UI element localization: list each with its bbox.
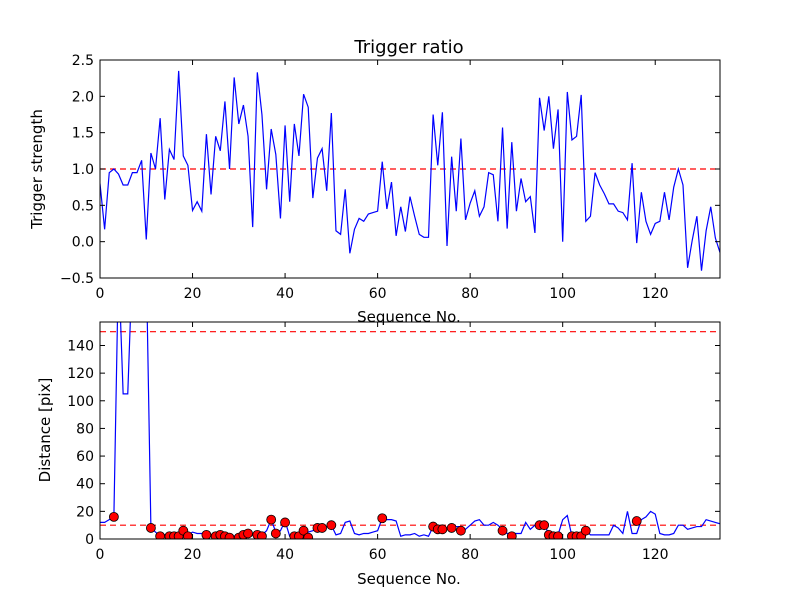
bottom-point-28 [377, 513, 388, 524]
bottom-y-tick-label: 80 [76, 421, 94, 437]
top-y-tick-label: 0.5 [72, 198, 94, 214]
top-y-tick-label: 1.0 [72, 162, 94, 178]
bottom-point-34 [497, 525, 508, 536]
bottom-point-0 [108, 511, 119, 522]
top-x-axis-label: Sequence No. [357, 308, 461, 326]
bottom-point-17 [257, 531, 267, 539]
bottom-y-tick-label: 60 [76, 449, 94, 465]
bottom-x-tick-label: 80 [461, 547, 479, 563]
bottom-axes-frame [99, 321, 721, 540]
top-chart-title: Trigger ratio [353, 37, 463, 58]
bottom-point-20 [280, 517, 290, 528]
bottom-x-tick-label: 0 [96, 547, 105, 563]
bottom-y-tick-label: 20 [76, 504, 94, 520]
bottom-point-45 [631, 516, 642, 526]
top-y-tick-label: 1.5 [72, 126, 94, 142]
top-y-tick-label: 0.0 [72, 235, 94, 251]
bottom-point-44 [580, 525, 591, 536]
bottom-y-tick-label: 120 [67, 366, 94, 382]
bottom-point-15 [243, 528, 253, 539]
bottom-y-tick-label: 40 [76, 477, 94, 493]
top-y-tick-label: 2.5 [72, 53, 94, 69]
bottom-y-tick-label: 0 [85, 532, 94, 548]
bottom-point-37 [539, 520, 550, 531]
bottom-point-8 [201, 529, 212, 539]
top-x-tick-label: 80 [461, 286, 479, 302]
bottom-point-27 [326, 520, 337, 531]
top-x-tick-label: 60 [369, 286, 387, 302]
top-y-axis-label: Trigger strength [28, 109, 46, 230]
bottom-point-1 [145, 523, 156, 533]
top-plot-area: 0 20 40 60 80 100 120 −0.5 0.0 0.5 1.0 1.5 2.0 2.5 [60, 53, 721, 302]
bottom-x-axis-label: Sequence No. [357, 570, 461, 588]
top-x-tick-label: 0 [96, 286, 105, 302]
top-x-tick-label: 120 [642, 286, 669, 302]
bottom-point-19 [270, 528, 281, 539]
bottom-y-tick-label: 140 [67, 338, 94, 354]
top-x-tick-label: 100 [549, 286, 576, 302]
bottom-plot-area: 0 20 40 60 80 100 120 0 20 40 60 80 100 120 140 [67, 321, 721, 563]
top-series-line-0 [100, 70, 720, 271]
top-y-tick-label: 2.0 [72, 89, 94, 105]
bottom-x-tick-label: 60 [369, 547, 387, 563]
bottom-point-26 [317, 523, 327, 533]
bottom-x-tick-label: 20 [184, 547, 202, 563]
bottom-point-23 [298, 525, 309, 536]
top-x-tick-label: 40 [276, 286, 294, 302]
bottom-chart: 0 20 40 60 80 100 120 0 20 40 60 80 100 120 140 Sequen… [36, 321, 721, 588]
top-x-tick-label: 20 [184, 286, 202, 302]
bottom-point-24 [303, 532, 314, 539]
top-series-group [100, 70, 720, 271]
bottom-point-33 [455, 525, 466, 536]
bottom-y-axis-label: Distance [pix] [36, 378, 54, 483]
bottom-point-35 [506, 531, 517, 539]
bottom-x-tick-label: 120 [642, 547, 669, 563]
bottom-y-tick-label: 100 [67, 394, 94, 410]
bottom-x-tick-label: 40 [276, 547, 294, 563]
bottom-point-31 [437, 524, 448, 535]
bottom-point-18 [266, 514, 277, 525]
bottom-series-group [100, 322, 720, 539]
bottom-point-32 [446, 523, 457, 533]
bottom-x-tick-label: 100 [549, 547, 576, 563]
top-y-tick-label: −0.5 [60, 271, 94, 287]
